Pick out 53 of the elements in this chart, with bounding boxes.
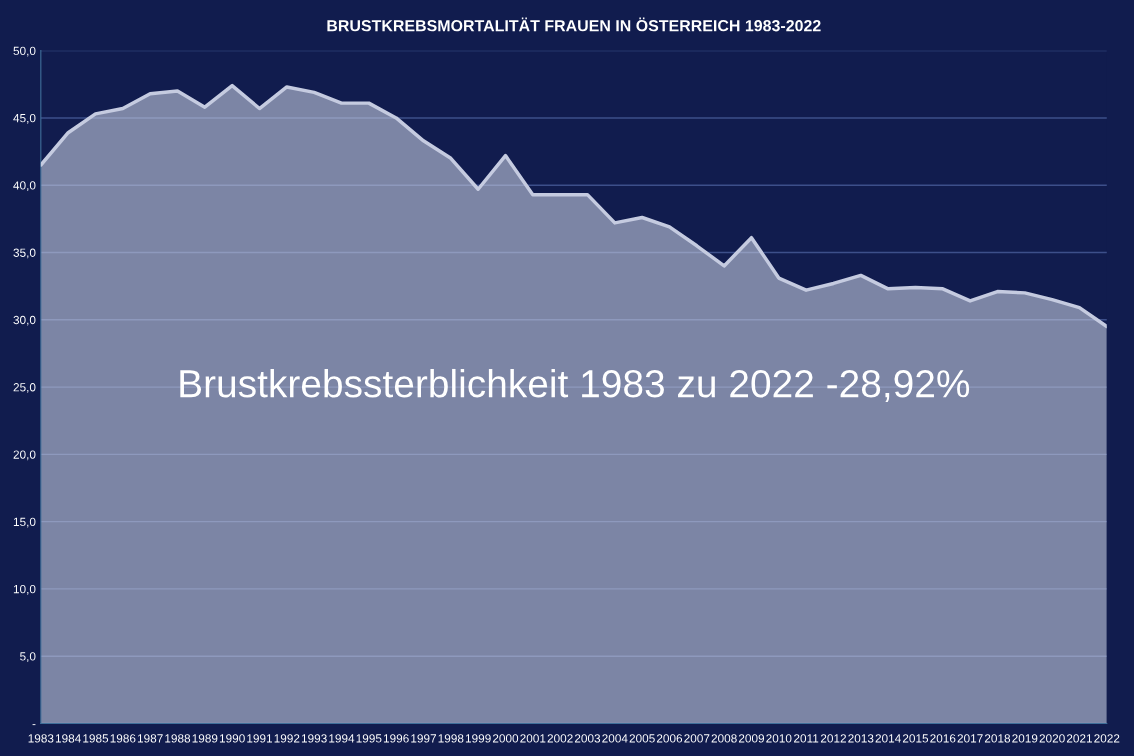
x-tick-label: 2002: [547, 734, 573, 743]
x-tick-label: 2022: [1094, 734, 1120, 743]
x-tick-label: 1988: [165, 734, 191, 743]
x-tick-label: 1997: [411, 734, 437, 743]
x-tick-label: 1992: [274, 734, 300, 743]
y-tick-label: 35,0: [13, 248, 36, 259]
x-tick-label: 2017: [957, 734, 983, 743]
x-tick-label: 2021: [1066, 734, 1093, 743]
x-tick-label: 2005: [629, 734, 655, 743]
y-tick-label: 25,0: [13, 383, 36, 393]
x-tick-label: 2008: [711, 734, 737, 743]
y-tick-label: 20,0: [13, 450, 36, 461]
y-tick-label: 15,0: [13, 517, 36, 528]
x-tick-label: 2006: [656, 734, 683, 743]
chart-title: BRUSTKREBSMORTALITÄT FRAUEN IN ÖSTERREICH 1983-2022: [327, 17, 821, 32]
x-tick-label: 2010: [766, 734, 792, 743]
x-tick-label: 1989: [192, 734, 218, 743]
x-tick-label: 2011: [794, 734, 819, 743]
x-tick-label: 2007: [684, 734, 710, 743]
x-tick-label: 1990: [219, 734, 245, 743]
x-tick-label: 1996: [383, 734, 409, 743]
x-tick-label: 2019: [1012, 734, 1038, 743]
y-tick-label: 5,0: [20, 652, 36, 662]
x-tick-label: 1993: [301, 734, 327, 743]
x-tick-label: 2004: [602, 734, 628, 743]
x-tick-label: 1999: [465, 734, 491, 743]
y-tick-label: 30,0: [13, 315, 36, 326]
x-tick-label: 1994: [329, 734, 355, 743]
x-tick-label: 2014: [875, 734, 901, 743]
x-tick-label: 1983: [28, 734, 54, 743]
x-tick-label: 2001: [520, 734, 546, 743]
x-tick-label: 2015: [902, 734, 929, 743]
y-tick-label: 40,0: [13, 181, 36, 192]
x-tick-label: 2012: [820, 734, 846, 743]
x-tick-label: 1991: [247, 734, 273, 743]
x-tick-label: 2009: [738, 734, 765, 743]
x-tick-label: 2018: [984, 734, 1011, 743]
x-tick-label: 2016: [930, 734, 956, 743]
x-tick-label: 1995: [356, 734, 382, 743]
y-tick-label: -: [32, 724, 36, 726]
y-tick-label: 50,0: [13, 46, 36, 57]
x-tick-label: 1984: [55, 734, 81, 743]
x-tick-label: 1986: [110, 734, 136, 743]
x-tick-label: 1987: [137, 734, 163, 743]
x-tick-label: 2013: [848, 734, 874, 743]
x-tick-label: 2020: [1039, 734, 1065, 743]
x-tick-label: 1998: [438, 734, 464, 743]
x-tick-label: 2003: [574, 734, 601, 743]
annotation: Brustkrebssterblichkeit 1983 zu 2022 -28,92%: [180, 368, 970, 403]
x-tick-label: 2000: [492, 734, 519, 743]
x-tick-label: 1985: [83, 734, 109, 743]
y-tick-label: 10,0: [13, 584, 36, 595]
y-tick-label: 45,0: [13, 113, 36, 124]
